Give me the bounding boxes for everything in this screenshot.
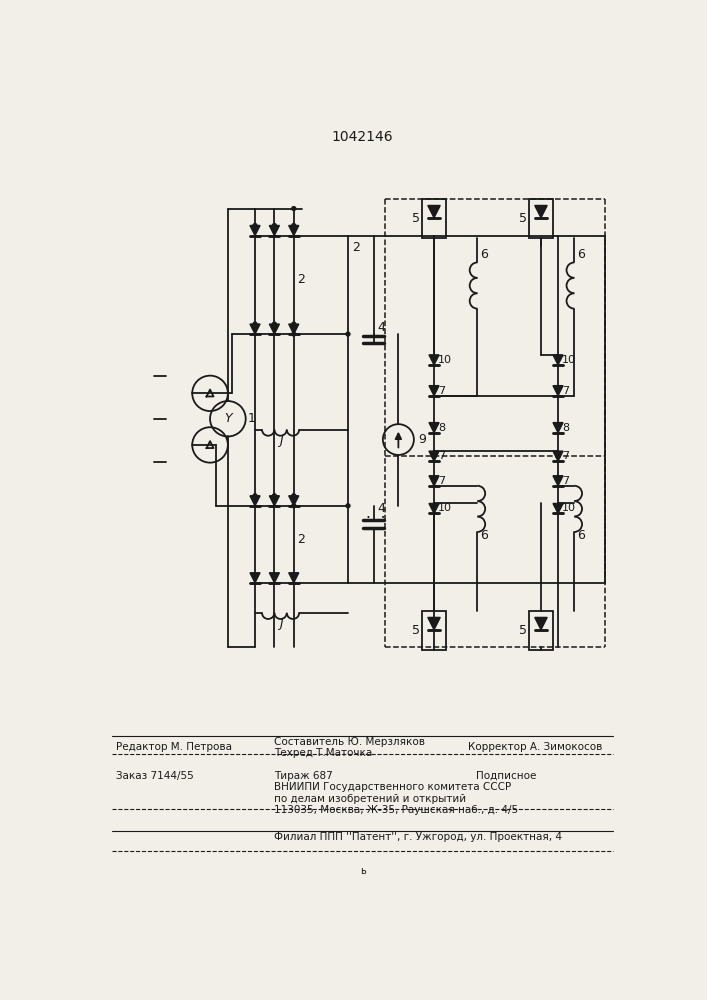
Text: 113035, Москва, Ж-35, Раушская наб., д. 4/5: 113035, Москва, Ж-35, Раушская наб., д. …: [274, 805, 518, 815]
Circle shape: [272, 224, 276, 227]
Circle shape: [272, 322, 276, 326]
Polygon shape: [429, 503, 439, 513]
Text: Корректор А. Зимокосов: Корректор А. Зимокосов: [468, 742, 602, 752]
Text: 2: 2: [298, 533, 305, 546]
Circle shape: [253, 224, 257, 227]
Polygon shape: [553, 503, 563, 513]
Polygon shape: [429, 355, 439, 365]
Circle shape: [292, 504, 296, 508]
Text: 7: 7: [438, 476, 445, 486]
Polygon shape: [288, 496, 299, 506]
Circle shape: [346, 332, 350, 336]
Polygon shape: [288, 324, 299, 334]
Bar: [529, 611, 554, 650]
Text: 6: 6: [577, 248, 585, 261]
Text: Тираж 687: Тираж 687: [274, 771, 333, 781]
Polygon shape: [428, 617, 440, 630]
Text: ВНИИПИ Государственного комитета СССР: ВНИИПИ Государственного комитета СССР: [274, 782, 512, 792]
Circle shape: [346, 504, 350, 508]
Polygon shape: [250, 573, 260, 583]
Circle shape: [556, 455, 560, 458]
Bar: [421, 199, 446, 238]
Circle shape: [432, 455, 436, 458]
Polygon shape: [269, 573, 279, 583]
Circle shape: [292, 494, 296, 498]
Text: Подписное: Подписное: [476, 771, 536, 781]
Text: Техред Т.Маточка: Техред Т.Маточка: [274, 748, 373, 758]
Text: 6: 6: [577, 529, 585, 542]
Polygon shape: [269, 496, 279, 506]
Circle shape: [272, 494, 276, 498]
Circle shape: [292, 332, 296, 336]
Polygon shape: [429, 451, 439, 461]
Text: Составитель Ю. Мерзляков: Составитель Ю. Мерзляков: [274, 737, 426, 747]
Text: по делам изобретений и открытий: по делам изобретений и открытий: [274, 794, 467, 804]
Text: 10: 10: [438, 355, 452, 365]
Polygon shape: [553, 423, 563, 433]
Text: 5: 5: [519, 624, 527, 637]
Polygon shape: [429, 423, 439, 433]
Polygon shape: [429, 476, 439, 486]
Text: J: J: [279, 434, 283, 447]
Text: 10: 10: [562, 503, 576, 513]
Text: ·  ·: · ·: [366, 511, 385, 526]
Polygon shape: [288, 573, 299, 583]
Polygon shape: [288, 225, 299, 235]
Text: 4: 4: [378, 321, 385, 334]
Text: 10: 10: [438, 503, 452, 513]
Text: 2: 2: [298, 273, 305, 286]
Polygon shape: [250, 225, 260, 235]
Circle shape: [253, 494, 257, 498]
Text: Редактор М. Петрова: Редактор М. Петрова: [115, 742, 231, 752]
Text: 7: 7: [562, 476, 569, 486]
Text: 8: 8: [438, 423, 445, 433]
Polygon shape: [269, 225, 279, 235]
Text: 10: 10: [562, 355, 576, 365]
Text: 7: 7: [562, 386, 569, 396]
Text: 7: 7: [438, 386, 445, 396]
Text: 5: 5: [519, 212, 527, 225]
Text: 9: 9: [418, 433, 426, 446]
Text: 4: 4: [378, 502, 385, 515]
Polygon shape: [534, 205, 547, 218]
Text: 1042146: 1042146: [332, 130, 394, 144]
Text: ь: ь: [360, 866, 366, 876]
Text: 7: 7: [562, 451, 569, 461]
Text: 5: 5: [412, 624, 421, 637]
Text: 2: 2: [352, 241, 360, 254]
Circle shape: [292, 224, 296, 227]
Polygon shape: [428, 205, 440, 218]
Text: 6: 6: [480, 248, 488, 261]
Text: Y: Y: [224, 412, 232, 425]
Text: J: J: [279, 617, 283, 630]
Polygon shape: [250, 324, 260, 334]
Circle shape: [253, 322, 257, 326]
Polygon shape: [269, 324, 279, 334]
Bar: [529, 199, 554, 238]
Text: 8: 8: [562, 423, 569, 433]
Circle shape: [292, 322, 296, 326]
Text: 7: 7: [438, 451, 445, 461]
Circle shape: [292, 207, 296, 210]
Polygon shape: [553, 451, 563, 461]
Bar: [421, 611, 446, 650]
Text: Заказ 7144/55: Заказ 7144/55: [115, 771, 193, 781]
Polygon shape: [534, 617, 547, 630]
Text: 6: 6: [480, 529, 488, 542]
Polygon shape: [429, 386, 439, 396]
Polygon shape: [553, 386, 563, 396]
Polygon shape: [553, 355, 563, 365]
Text: Филиал ППП ''Патент'', г. Ужгород, ул. Проектная, 4: Филиал ППП ''Патент'', г. Ужгород, ул. П…: [274, 832, 562, 842]
Polygon shape: [250, 496, 260, 506]
Text: 5: 5: [412, 212, 421, 225]
Polygon shape: [553, 476, 563, 486]
Text: 1: 1: [247, 412, 255, 425]
